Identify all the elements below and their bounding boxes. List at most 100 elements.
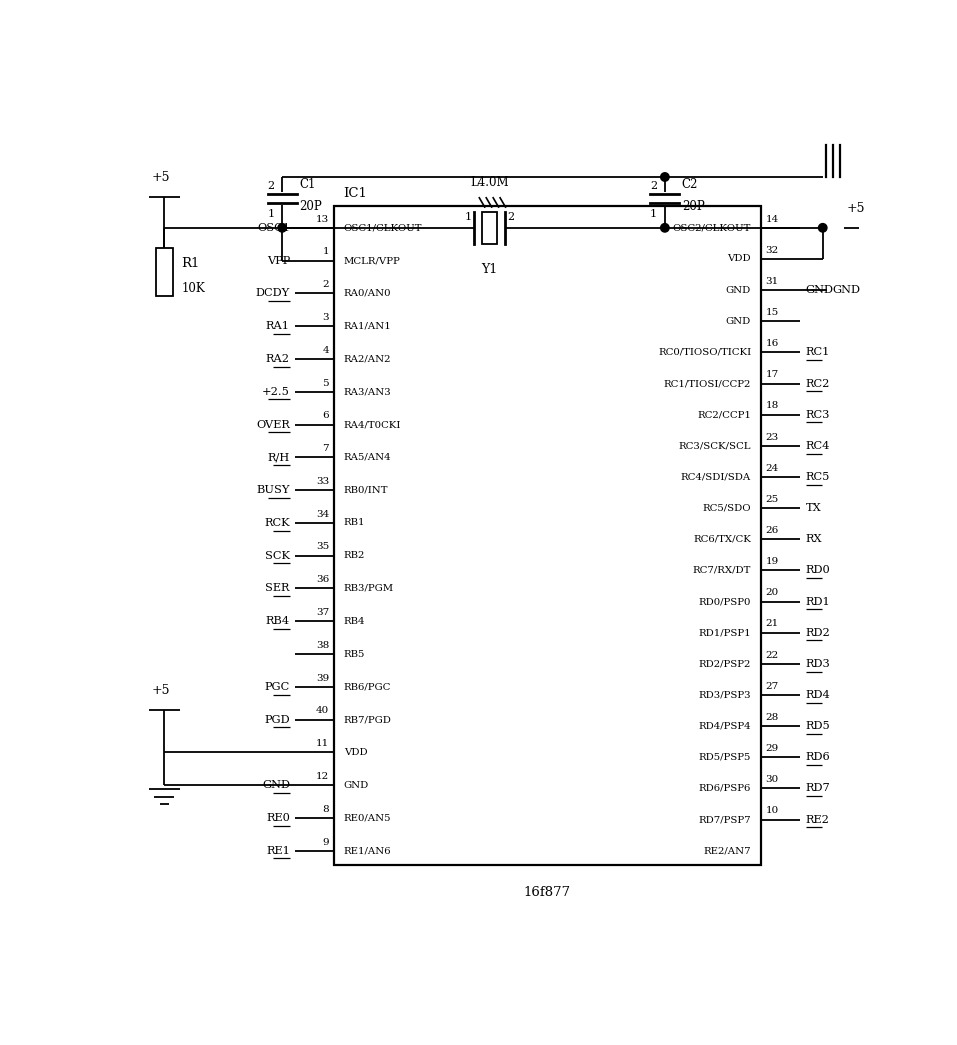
Text: VDD: VDD [727,254,751,263]
Text: 31: 31 [766,277,779,286]
Text: RB5: RB5 [344,650,366,658]
Text: 6: 6 [323,412,329,420]
Text: 5: 5 [323,378,329,388]
Text: R/H: R/H [268,452,290,462]
Text: 40: 40 [316,706,329,716]
Text: RC7/RX/DT: RC7/RX/DT [693,566,751,575]
Text: RB2: RB2 [344,551,366,560]
Text: GND: GND [725,317,751,326]
Text: RB3/PGM: RB3/PGM [344,584,394,593]
Text: RCK: RCK [264,518,290,528]
Text: 13: 13 [316,214,329,224]
Text: MCLR/VPP: MCLR/VPP [344,256,401,265]
Text: OSC1/CLKOUT: OSC1/CLKOUT [344,224,422,232]
Text: 24: 24 [766,464,779,472]
Text: RC2/CCP1: RC2/CCP1 [698,411,751,419]
Text: DCDY: DCDY [256,288,290,299]
Text: RB6/PGC: RB6/PGC [344,682,391,692]
Text: GND: GND [806,285,834,295]
Text: 30: 30 [766,775,779,784]
Bar [156,248,173,296]
Text: RD7: RD7 [806,784,831,793]
Text: TX: TX [806,503,821,513]
Text: 18: 18 [766,401,779,411]
Text: 7: 7 [323,444,329,454]
Text: 9: 9 [323,837,329,846]
Text: 32: 32 [766,246,779,255]
Text: 1: 1 [464,212,471,222]
Text: 14: 14 [766,214,779,224]
Text: 27: 27 [766,681,779,691]
Text: Y1: Y1 [481,263,498,276]
Text: 33: 33 [316,477,329,486]
Text: SCK: SCK [265,551,290,561]
Text: OSC2/CLKOUT: OSC2/CLKOUT [673,224,751,232]
Text: 38: 38 [316,641,329,650]
Text: VPP: VPP [267,256,290,265]
Text: RD5: RD5 [806,721,831,732]
Text: RD7/PSP7: RD7/PSP7 [699,815,751,825]
Text: RA2/AN2: RA2/AN2 [344,354,391,364]
Bar [481,212,497,243]
Text: RD3/PSP3: RD3/PSP3 [699,691,751,699]
Text: RB0/INT: RB0/INT [344,486,389,494]
Text: 1: 1 [267,209,275,219]
Text: RA4/T0CKI: RA4/T0CKI [344,420,401,429]
Text: 10: 10 [766,807,779,815]
Text: L4.0M: L4.0M [470,176,508,188]
Text: RC4/SDI/SDA: RC4/SDI/SDA [680,472,751,482]
Text: 20: 20 [766,588,779,598]
Text: +5: +5 [847,202,865,214]
Text: 25: 25 [766,495,779,504]
Text: BUSY: BUSY [256,485,290,495]
Text: RD1/PSP1: RD1/PSP1 [699,628,751,637]
Text: RB4: RB4 [344,617,366,626]
Text: +5: +5 [151,683,169,697]
Text: RD4/PSP4: RD4/PSP4 [699,722,751,730]
Text: VDD: VDD [344,748,367,757]
Circle shape [818,224,827,232]
Text: RD0: RD0 [806,565,831,576]
Text: GND: GND [725,285,751,295]
Text: RD0/PSP0: RD0/PSP0 [699,597,751,606]
Text: RE1: RE1 [266,845,290,856]
Text: RD6: RD6 [806,752,831,762]
Text: 16f877: 16f877 [523,886,571,899]
Text: 28: 28 [766,713,779,722]
Text: RC3/SCK/SCL: RC3/SCK/SCL [679,441,751,450]
Text: 29: 29 [766,744,779,753]
Text: RC2: RC2 [806,378,830,389]
Circle shape [660,224,669,232]
Text: 2: 2 [267,181,275,191]
Text: RA1/AN1: RA1/AN1 [344,322,391,330]
Text: RD6/PSP6: RD6/PSP6 [699,784,751,793]
Text: RC3: RC3 [806,410,830,420]
Text: RD2/PSP2: RD2/PSP2 [699,659,751,669]
Text: 11: 11 [316,739,329,748]
Text: 21: 21 [766,620,779,628]
Text: RD2: RD2 [806,628,831,637]
Text: RC5: RC5 [806,472,830,482]
Text: 2: 2 [323,280,329,289]
Text: RC6/TX/CK: RC6/TX/CK [693,535,751,543]
Text: RE2/AN7: RE2/AN7 [703,846,751,855]
Text: 37: 37 [316,608,329,617]
Text: 2: 2 [650,181,657,191]
Text: RB7/PGD: RB7/PGD [344,715,391,724]
Text: 12: 12 [316,772,329,781]
Text: OVER: OVER [256,419,290,429]
Text: 17: 17 [766,370,779,379]
Text: C2: C2 [681,179,699,191]
Text: OSC1: OSC1 [256,223,290,233]
Text: SER: SER [265,583,290,594]
Text: 22: 22 [766,651,779,659]
Text: 35: 35 [316,542,329,552]
Text: 20P: 20P [300,200,322,213]
Text: RD4: RD4 [806,690,831,700]
Text: RD1: RD1 [806,597,831,606]
Text: 19: 19 [766,557,779,566]
Text: RC0/TIOSO/TICKI: RC0/TIOSO/TICKI [658,348,751,357]
Text: RC4: RC4 [806,441,830,450]
Text: 1: 1 [323,248,329,256]
Text: PGD: PGD [264,715,290,724]
